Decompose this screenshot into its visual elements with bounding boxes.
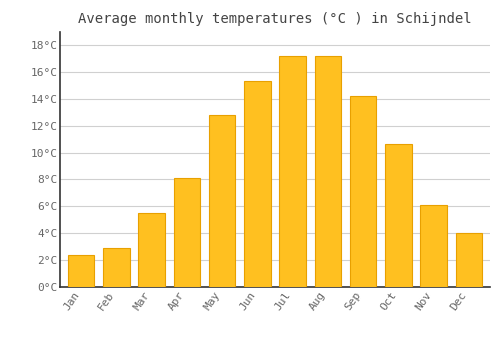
Title: Average monthly temperatures (°C ) in Schijndel: Average monthly temperatures (°C ) in Sc… — [78, 12, 472, 26]
Bar — [174, 178, 200, 287]
Bar — [209, 115, 236, 287]
Bar — [420, 205, 447, 287]
Bar — [103, 248, 130, 287]
Bar — [68, 255, 94, 287]
Bar — [385, 145, 411, 287]
Bar — [280, 56, 306, 287]
Bar — [244, 81, 270, 287]
Bar — [138, 213, 165, 287]
Bar — [314, 56, 341, 287]
Bar — [350, 96, 376, 287]
Bar — [456, 233, 482, 287]
